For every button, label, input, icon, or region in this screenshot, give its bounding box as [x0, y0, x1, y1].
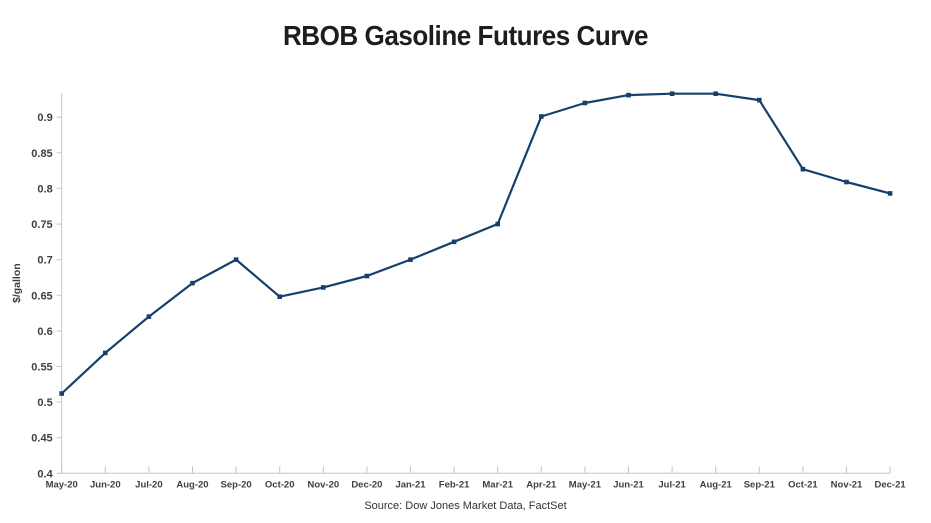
x-tick-label: Dec-21 [875, 479, 907, 490]
x-tick-label: Feb-21 [439, 479, 470, 490]
x-tick-label: Jul-20 [135, 479, 162, 490]
x-tick-label: May-20 [46, 479, 78, 490]
y-tick-label: 0.85 [31, 148, 52, 160]
x-tick-label: Sep-21 [744, 479, 776, 490]
x-tick-label: Jun-21 [613, 479, 644, 490]
x-tick-label: Jan-21 [395, 479, 426, 490]
data-point-marker [713, 91, 718, 97]
y-tick-label: 0.8 [37, 183, 52, 195]
data-point-marker [103, 350, 108, 356]
data-point-marker [277, 294, 282, 299]
y-tick-label: 0.9 [37, 112, 52, 124]
x-tick-label: Aug-21 [700, 479, 733, 490]
y-tick-label: 0.5 [37, 397, 52, 409]
data-point-marker [495, 221, 500, 227]
data-point-marker [757, 97, 762, 103]
data-point-marker [887, 191, 893, 196]
data-point-marker [451, 239, 457, 245]
x-tick-label: Jun-20 [90, 479, 121, 490]
data-point-marker [669, 91, 675, 97]
y-tick-label: 0.75 [31, 219, 52, 231]
source-note: Source: Dow Jones Market Data, FactSet [364, 500, 567, 512]
y-axis-label: $/gallon [11, 263, 23, 303]
x-tick-label: Oct-21 [788, 479, 818, 490]
y-tick-label: 0.4 [37, 468, 53, 480]
data-point-marker [190, 280, 195, 286]
data-point-marker [59, 391, 64, 396]
x-tick-label: Oct-20 [265, 479, 295, 490]
x-tick-label: May-21 [569, 479, 602, 490]
y-tick-label: 0.65 [31, 290, 52, 302]
x-tick-label: Mar-21 [482, 479, 513, 490]
y-tick-label: 0.55 [31, 361, 52, 373]
data-point-marker [408, 257, 413, 262]
data-point-marker [800, 166, 806, 172]
data-point-marker [321, 285, 326, 290]
data-point-marker [844, 179, 849, 185]
series-line [60, 92, 892, 395]
x-tick-label: Apr-21 [526, 479, 557, 490]
chart-title: RBOB Gasoline Futures Curve [282, 20, 649, 51]
y-tick-label: 0.45 [31, 433, 52, 445]
data-point-marker [233, 257, 239, 262]
x-tick-label: Sep-20 [221, 479, 252, 490]
data-point-marker [146, 314, 152, 319]
x-tick-label: Jul-21 [658, 479, 686, 490]
x-tick-label: Aug-20 [176, 479, 208, 490]
data-point-marker [364, 273, 370, 279]
data-point-marker [539, 114, 544, 119]
data-point-marker [582, 100, 588, 106]
y-tick-label: 0.7 [37, 255, 52, 267]
x-tick-label: Dec-20 [351, 479, 382, 490]
data-point-marker [626, 92, 631, 98]
x-tick-label: Nov-21 [831, 479, 863, 490]
x-tick-label: Nov-20 [307, 479, 339, 490]
y-tick-label: 0.6 [37, 326, 52, 338]
